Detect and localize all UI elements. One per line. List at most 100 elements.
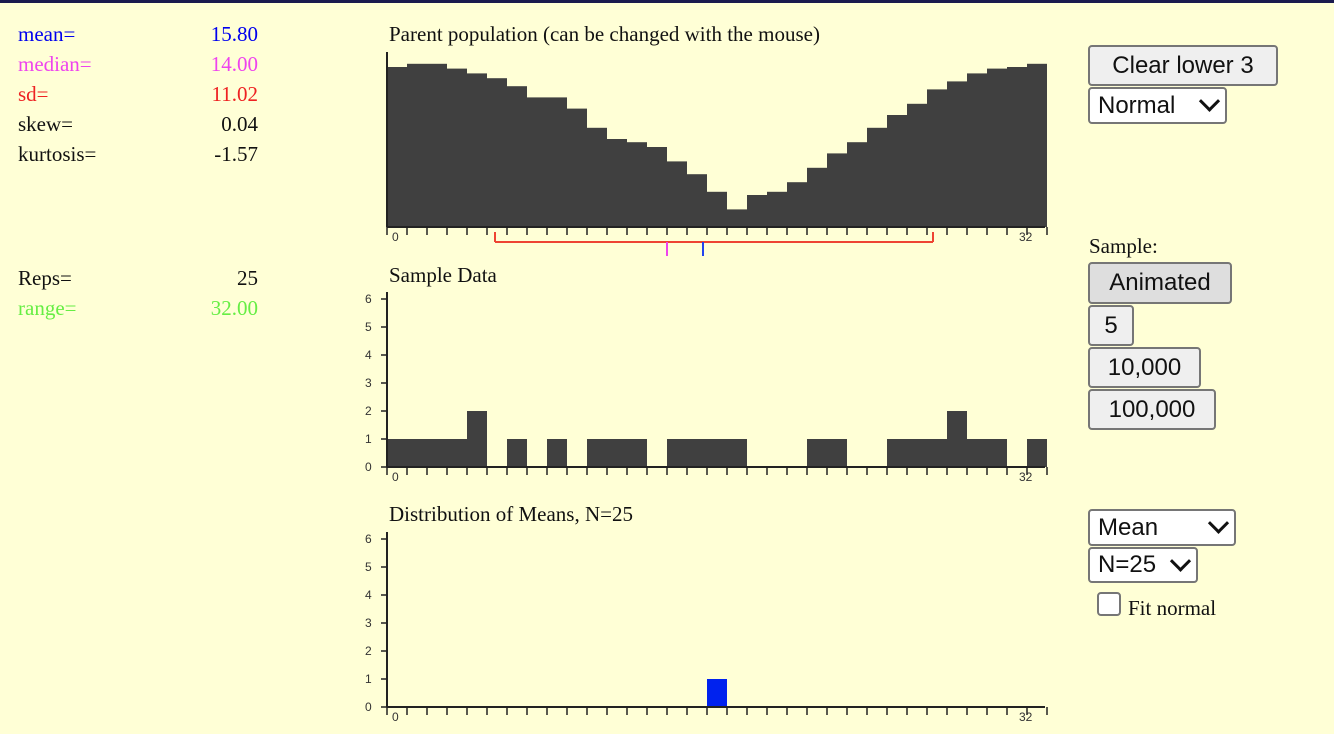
histogram-bar	[547, 439, 567, 467]
histogram-bar	[927, 89, 947, 228]
histogram-bar	[387, 439, 407, 467]
histogram-bar	[387, 67, 407, 227]
histogram-bar	[727, 439, 747, 467]
y-tick-label: 4	[365, 348, 372, 362]
histogram-bar	[447, 68, 467, 227]
fit-normal-label: Fit normal	[1128, 596, 1217, 620]
y-tick-label: 4	[365, 588, 372, 602]
sample-5-button[interactable]: 5	[1088, 305, 1134, 346]
y-tick-label: 5	[365, 320, 372, 334]
histogram-bar	[667, 161, 687, 227]
histogram-bar	[727, 209, 747, 227]
histogram-bar	[547, 97, 567, 228]
distribution-select[interactable]: Normal	[1088, 87, 1227, 124]
histogram-bar	[587, 439, 607, 467]
fit-normal-checkbox[interactable]	[1097, 592, 1121, 616]
histogram-bar	[767, 191, 787, 227]
x-tick-label: 32	[1019, 230, 1033, 244]
top-border	[0, 0, 1334, 3]
chevron-down-icon	[1169, 550, 1192, 572]
histogram-bar	[487, 78, 507, 227]
histogram-bar	[807, 167, 827, 227]
x-tick-label: 0	[392, 470, 399, 484]
histogram-bar	[967, 73, 987, 228]
stat-range-label: range=	[18, 296, 77, 320]
y-tick-label: 3	[365, 376, 372, 390]
histogram-bar	[987, 68, 1007, 227]
histogram-bar	[667, 439, 687, 467]
histogram-bar	[627, 142, 647, 227]
chevron-down-icon	[1198, 90, 1221, 112]
stat-mean-value: 15.80	[210, 22, 258, 46]
sample-size-select-value: N=25	[1098, 551, 1157, 578]
histogram-bar	[967, 439, 987, 467]
histogram-bar	[407, 63, 427, 227]
statistic-select[interactable]: Mean	[1088, 509, 1236, 546]
histogram-bar	[867, 127, 887, 227]
histogram-bar	[747, 195, 767, 227]
histogram-bar	[527, 97, 547, 228]
sample-data-chart: 0 32 0 1 2 3 4 5 6	[365, 292, 1048, 484]
x-tick-label: 0	[392, 230, 399, 244]
stat-median-value: 14.00	[210, 52, 258, 76]
y-tick-label: 0	[365, 700, 372, 714]
histogram-bar	[427, 63, 447, 227]
histogram-bar	[707, 679, 727, 707]
histogram-bar	[587, 127, 607, 227]
histogram-bar	[687, 439, 707, 467]
histogram-bar	[887, 439, 907, 467]
histogram-bar	[507, 439, 527, 467]
histogram-bar	[907, 103, 927, 227]
y-tick-label: 5	[365, 560, 372, 574]
x-tick-label: 32	[1019, 470, 1033, 484]
x-tick-label: 32	[1019, 710, 1033, 724]
histogram-bar	[1007, 67, 1027, 227]
clear-lower-3-button[interactable]: Clear lower 3	[1088, 45, 1278, 86]
sample-data-title: Sample Data	[389, 263, 497, 287]
means-distribution-title: Distribution of Means, N=25	[389, 502, 633, 526]
stat-mean-label: mean=	[18, 22, 76, 46]
histogram-bar	[507, 86, 527, 227]
sample-10000-button[interactable]: 10,000	[1088, 347, 1201, 388]
histogram-bar	[607, 139, 627, 227]
stat-kurtosis-label: kurtosis=	[18, 142, 97, 166]
histogram-bar	[827, 153, 847, 227]
histogram-bar	[847, 142, 867, 227]
animated-button[interactable]: Animated	[1088, 262, 1232, 304]
y-tick-label: 0	[365, 460, 372, 474]
stat-sd-label: sd=	[18, 82, 49, 106]
stat-skew-label: skew=	[18, 112, 74, 136]
y-tick-label: 2	[365, 404, 372, 418]
histogram-bar	[927, 439, 947, 467]
sample-size-select[interactable]: N=25	[1088, 547, 1198, 583]
y-tick-label: 3	[365, 616, 372, 630]
stat-skew-value: 0.04	[221, 112, 258, 136]
histogram-bar	[707, 191, 727, 227]
stat-median-label: median=	[18, 52, 92, 76]
histogram-bar	[947, 411, 967, 467]
distribution-select-value: Normal	[1098, 91, 1176, 119]
histogram-bar	[447, 439, 467, 467]
means-distribution-chart: 0 32 0 1 2 3 4 5 6	[365, 532, 1048, 724]
y-tick-label: 6	[365, 532, 372, 546]
histogram-bar	[1027, 439, 1047, 467]
parent-population-chart[interactable]: 0 32	[340, 40, 1070, 270]
stat-range-value: 32.00	[210, 296, 258, 320]
stat-kurtosis-value: -1.57	[214, 142, 258, 166]
histogram-bar	[787, 182, 807, 227]
histogram-bar	[827, 439, 847, 467]
y-tick-label: 1	[365, 432, 372, 446]
y-tick-label: 1	[365, 672, 372, 686]
parent-population-title: Parent population (can be changed with t…	[389, 22, 820, 46]
histogram-bar	[427, 439, 447, 467]
sample-100000-button[interactable]: 100,000	[1088, 389, 1216, 430]
histogram-bar	[407, 439, 427, 467]
histogram-bar	[687, 174, 707, 227]
statistic-select-value: Mean	[1098, 513, 1159, 541]
histogram-bar	[467, 411, 487, 467]
y-tick-label: 6	[365, 292, 372, 306]
sample-label: Sample:	[1089, 234, 1158, 258]
histogram-bar	[567, 108, 587, 227]
histogram-bar	[947, 81, 967, 228]
histogram-bar	[887, 115, 907, 227]
